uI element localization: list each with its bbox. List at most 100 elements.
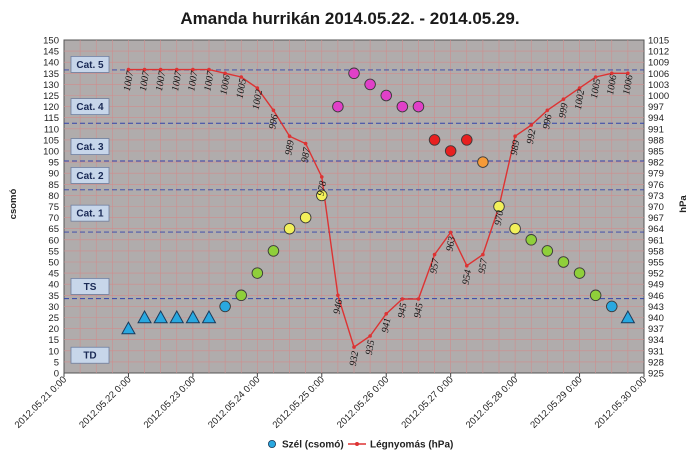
category-label: Cat. 4 <box>76 102 104 113</box>
wind-point <box>235 289 247 302</box>
wind-point <box>251 267 264 279</box>
y-right-tick-label: 970 <box>648 202 664 213</box>
pressure-value-label: 946 <box>332 299 345 316</box>
wind-point <box>316 189 328 202</box>
pressure-point <box>545 108 550 113</box>
x-tick-label: 2012.05.23 0:00 <box>142 374 198 430</box>
y-left-tick-label: 5 <box>54 357 59 368</box>
pressure-value-label: 970 <box>493 210 506 227</box>
y-left-tick-label: 55 <box>48 246 59 257</box>
pressure-value-label: 992 <box>525 128 538 145</box>
pressure-point <box>207 67 211 72</box>
grid-lines <box>64 40 644 373</box>
wind-point <box>509 222 521 235</box>
pressure-value-label: 989 <box>509 139 522 156</box>
x-tick-label: 2012.05.22 0:00 <box>77 374 133 430</box>
y-left-tick-label: 60 <box>48 235 59 246</box>
y-right-tick-label: 997 <box>648 102 664 113</box>
y-left-tick-label: 75 <box>48 202 59 213</box>
wind-point <box>332 100 344 113</box>
y-right-tick-label: 964 <box>648 224 664 235</box>
pressure-value-label: 1007 <box>122 69 136 92</box>
y-right-tick-label: 1006 <box>648 69 669 80</box>
wind-series <box>121 67 636 335</box>
category-box <box>70 204 110 222</box>
y-left-tick-label: 30 <box>48 302 59 313</box>
pressure-point <box>513 134 517 138</box>
wind-point <box>201 309 217 324</box>
pressure-value-label: 1005 <box>235 78 249 100</box>
wind-point <box>169 309 185 324</box>
y-right-tick-label: 958 <box>648 246 664 257</box>
pressure-point <box>352 345 356 349</box>
pressure-value-label: 1002 <box>251 89 265 111</box>
pressure-value-label: 1007 <box>154 69 168 92</box>
pressure-point <box>448 230 453 235</box>
pressure-value-label: 963 <box>444 236 457 253</box>
category-box <box>70 98 110 115</box>
pressure-point <box>416 297 421 301</box>
wind-point <box>396 100 409 113</box>
y-axis-right: 9259289319349379409439469499529559589619… <box>648 36 669 380</box>
y-left-tick-label: 10 <box>48 346 59 357</box>
pressure-point <box>271 108 276 113</box>
y-right-tick-label: 925 <box>648 369 664 380</box>
chart-title: Amanda hurrikán 2014.05.22. - 2014.05.29… <box>180 9 519 28</box>
y-left-tick-label: 120 <box>43 102 59 113</box>
x-tick-label: 2012.05.21 0:00 <box>13 374 69 430</box>
wind-point <box>428 134 441 146</box>
y-right-tick-label: 988 <box>648 135 664 146</box>
pressure-value-label: 941 <box>380 317 393 334</box>
wind-point <box>444 145 457 157</box>
y-right-tick-label: 937 <box>648 324 664 335</box>
legend-pressure-label: Légnyomás (hPa) <box>370 440 453 451</box>
pressure-value-label: 1006 <box>605 74 619 96</box>
pressure-point <box>336 293 340 298</box>
y-axis-left: 0510152025303540455055606570758085909510… <box>43 36 59 380</box>
y-left-tick-label: 100 <box>43 147 59 158</box>
y-left-tick-label: 140 <box>43 58 59 69</box>
pressure-point <box>158 67 163 72</box>
y-right-tick-label: 952 <box>648 269 664 280</box>
y-left-tick-label: 95 <box>48 158 59 169</box>
wind-point <box>412 100 425 113</box>
pressure-point <box>593 75 598 79</box>
wind-point <box>525 234 537 246</box>
pressure-point <box>609 71 614 76</box>
y-left-tick-label: 80 <box>48 191 59 202</box>
wind-point <box>299 211 312 224</box>
y-left-tick-label: 35 <box>48 291 59 302</box>
wind-point <box>185 309 201 324</box>
pressure-value-label: 1007 <box>186 69 200 92</box>
y-right-tick-label: 985 <box>648 147 664 158</box>
x-tick-label: 2012.05.28 0:00 <box>464 374 520 430</box>
pressure-value-label: 932 <box>348 350 361 367</box>
y-right-tick-label: 961 <box>648 235 664 246</box>
y-left-tick-label: 125 <box>43 91 59 102</box>
wind-point <box>557 256 570 268</box>
pressure-point <box>400 297 405 301</box>
category-box <box>70 278 110 295</box>
wind-point <box>153 309 169 324</box>
legend-wind-marker <box>267 439 276 448</box>
wind-point <box>541 245 554 257</box>
y-right-tick-label: 928 <box>648 357 664 368</box>
y-left-tick-label: 50 <box>48 258 59 269</box>
pressure-point <box>142 67 147 72</box>
pressure-value-label: 954 <box>461 269 474 286</box>
x-tick-label: 2012.05.27 0:00 <box>399 374 455 430</box>
x-tick-label: 2012.05.24 0:00 <box>206 374 262 430</box>
category-labels: Cat. 5 Cat. 4 Cat. 3 Cat. 2 Cat. 1 TS TD <box>70 56 110 364</box>
y-left-tick-label: 40 <box>48 280 59 291</box>
wind-point <box>348 67 360 80</box>
y-right-tick-label: 955 <box>648 258 664 269</box>
pressure-point <box>626 71 630 76</box>
y-right-tick-label: 931 <box>648 346 664 357</box>
pressure-point <box>529 123 534 127</box>
wind-point <box>620 309 636 324</box>
y-left-tick-label: 65 <box>48 224 59 235</box>
pressure-point <box>223 71 227 76</box>
wind-point <box>219 300 231 313</box>
y-left-tick-label: 145 <box>43 47 59 58</box>
